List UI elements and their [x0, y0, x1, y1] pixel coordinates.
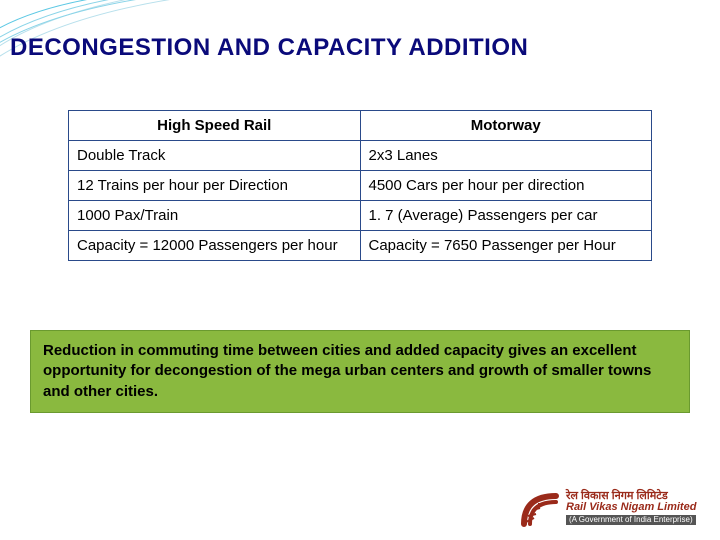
table-row: Capacity = 12000 Passengers per hour Cap… [69, 231, 652, 261]
logo-sub-text: (A Government of India Enterprise) [566, 515, 696, 525]
column-header-motorway: Motorway [360, 111, 652, 141]
cell-motorway-lanes: 2x3 Lanes [360, 141, 652, 171]
cell-hsr-trains: 12 Trains per hour per Direction [69, 171, 361, 201]
table-header-row: High Speed Rail Motorway [69, 111, 652, 141]
cell-hsr-track: Double Track [69, 141, 361, 171]
comparison-table: High Speed Rail Motorway Double Track 2x… [68, 110, 652, 261]
logo-english-text: Rail Vikas Nigam Limited [566, 502, 696, 514]
cell-motorway-pax: 1. 7 (Average) Passengers per car [360, 201, 652, 231]
cell-motorway-cars: 4500 Cars per hour per direction [360, 171, 652, 201]
footer-logo-text: रेल विकास निगम लिमिटेड Rail Vikas Nigam … [566, 491, 696, 525]
table-row: 1000 Pax/Train 1. 7 (Average) Passengers… [69, 201, 652, 231]
column-header-hsr: High Speed Rail [69, 111, 361, 141]
footer-logo: रेल विकास निगम लिमिटेड Rail Vikas Nigam … [520, 484, 710, 532]
cell-hsr-pax: 1000 Pax/Train [69, 201, 361, 231]
table-row: 12 Trains per hour per Direction 4500 Ca… [69, 171, 652, 201]
highlight-box: Reduction in commuting time between citi… [30, 330, 690, 413]
cell-hsr-capacity: Capacity = 12000 Passengers per hour [69, 231, 361, 261]
slide-title: DECONGESTION AND CAPACITY ADDITION [10, 34, 528, 62]
cell-motorway-capacity: Capacity = 7650 Passenger per Hour [360, 231, 652, 261]
rail-logo-icon [520, 488, 560, 528]
table-row: Double Track 2x3 Lanes [69, 141, 652, 171]
